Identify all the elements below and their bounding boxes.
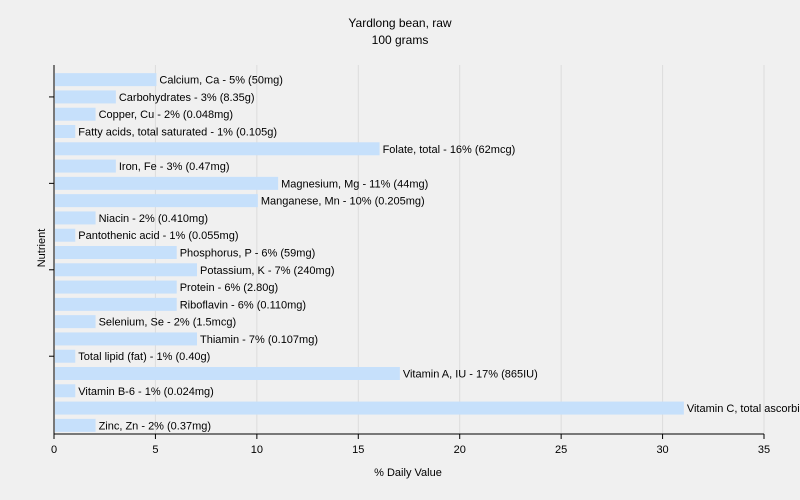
bar xyxy=(55,297,177,311)
bar xyxy=(55,246,177,259)
x-tick-label: 20 xyxy=(454,444,466,456)
bar-label: Iron, Fe - 3% (0.47mg) xyxy=(119,161,230,173)
bar-label: Pantothenic acid - 1% (0.055mg) xyxy=(78,230,238,242)
axes: 0 5 10 15 20 25 30 35 xyxy=(49,65,770,456)
bar-label: Vitamin C, total ascorbic acid - 31% (18… xyxy=(687,403,800,415)
x-tick-label: 10 xyxy=(251,444,263,456)
bar-label: Manganese, Mn - 10% (0.205mg) xyxy=(261,196,425,208)
bar-label: Copper, Cu - 2% (0.048mg) xyxy=(99,109,234,121)
bar-label: Niacin - 2% (0.410mg) xyxy=(99,213,208,225)
bar xyxy=(55,90,116,104)
bar-label: Thiamin - 7% (0.107mg) xyxy=(200,334,318,346)
bar-label: Magnesium, Mg - 11% (44mg) xyxy=(281,178,428,190)
bar-label: Calcium, Ca - 5% (50mg) xyxy=(159,75,282,87)
chart-title: Yardlong bean, raw xyxy=(348,16,452,30)
bar-label: Total lipid (fat) - 1% (0.40g) xyxy=(78,351,210,363)
bar-label: Fatty acids, total saturated - 1% (0.105… xyxy=(78,127,277,139)
bar xyxy=(55,367,400,380)
bar-label: Vitamin A, IU - 17% (865IU) xyxy=(403,369,538,381)
bar xyxy=(55,142,380,156)
bars: Calcium, Ca - 5% (50mg) Carbohydrates - 3… xyxy=(55,73,800,432)
x-tick-label: 0 xyxy=(51,444,57,456)
chart-subtitle: 100 grams xyxy=(372,33,429,47)
x-axis-label: % Daily Value xyxy=(374,467,442,479)
bar-label: Zinc, Zn - 2% (0.37mg) xyxy=(99,420,211,432)
bar xyxy=(55,418,96,432)
bar xyxy=(55,125,76,138)
bar-label: Carbohydrates - 3% (8.35g) xyxy=(119,92,255,104)
bar xyxy=(55,315,96,329)
bar xyxy=(55,194,258,208)
x-tick-label: 5 xyxy=(152,444,158,456)
bar xyxy=(55,228,76,242)
grid-lines xyxy=(154,65,765,434)
bar xyxy=(55,401,684,415)
bar xyxy=(55,211,96,225)
bar-label: Selenium, Se - 2% (1.5mcg) xyxy=(99,317,237,329)
bar-label: Vitamin B-6 - 1% (0.024mg) xyxy=(78,386,214,398)
x-tick-label: 30 xyxy=(656,444,668,456)
bar xyxy=(55,384,76,398)
bar xyxy=(55,332,197,346)
bar-label: Riboflavin - 6% (0.110mg) xyxy=(180,299,306,311)
bar xyxy=(55,107,96,121)
bar-label: Folate, total - 16% (62mcg) xyxy=(383,144,516,156)
y-axis-label: Nutrient xyxy=(36,229,48,268)
bar xyxy=(55,159,116,173)
bar xyxy=(55,349,76,363)
x-tick-label: 25 xyxy=(555,444,567,456)
x-tick-label: 35 xyxy=(758,444,770,456)
bar xyxy=(55,73,157,87)
bar-label: Protein - 6% (2.80g) xyxy=(180,282,278,294)
bar xyxy=(55,263,197,277)
bar xyxy=(55,280,177,294)
bar xyxy=(55,176,279,190)
x-tick-label: 15 xyxy=(352,444,364,456)
bar-label: Phosphorus, P - 6% (59mg) xyxy=(180,248,316,260)
bar-label: Potassium, K - 7% (240mg) xyxy=(200,265,335,277)
